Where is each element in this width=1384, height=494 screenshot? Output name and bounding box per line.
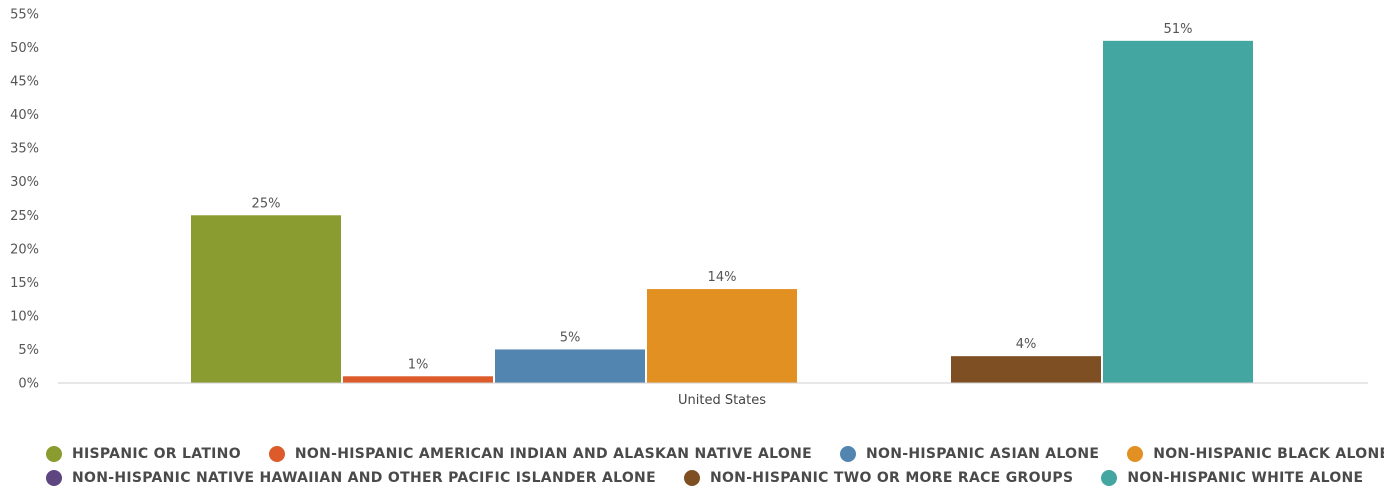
data-label: 1% [408, 357, 429, 372]
legend-item[interactable]: NON-HISPANIC WHITE ALONE [1101, 470, 1363, 486]
legend-item[interactable]: NON-HISPANIC NATIVE HAWAIIAN AND OTHER P… [46, 470, 656, 486]
legend-swatch [46, 470, 62, 486]
legend-item[interactable]: NON-HISPANIC AMERICAN INDIAN AND ALASKAN… [268, 446, 812, 462]
y-tick-label: 0% [18, 377, 39, 392]
legend-swatch [839, 446, 856, 462]
data-labels: 25% 1% 5% 14% 4% 51% [252, 22, 1193, 372]
data-label: 51% [1164, 22, 1193, 37]
bar[interactable] [191, 215, 341, 383]
legend-label: NON-HISPANIC NATIVE HAWAIIAN AND OTHER P… [72, 470, 656, 486]
bars [191, 40, 1253, 383]
y-tick-label: 15% [10, 276, 39, 291]
legend-item[interactable]: NON-HISPANIC ASIAN ALONE [839, 446, 1100, 462]
legend-label: NON-HISPANIC TWO OR MORE RACE GROUPS [709, 470, 1074, 486]
legend-swatch [46, 446, 62, 462]
y-tick-label: 45% [10, 75, 39, 90]
bar[interactable] [1103, 40, 1253, 383]
data-label: 25% [252, 196, 281, 211]
y-axis: 0% 5% 10% 15% 20% 25% 30% 35% 40% 45% 50% 55% [10, 8, 39, 392]
legend-label: NON-HISPANIC ASIAN ALONE [865, 446, 1100, 462]
legend-swatch [683, 470, 700, 486]
legend-row: NON-HISPANIC NATIVE HAWAIIAN AND OTHER P… [46, 470, 1376, 494]
x-category-label: United States [678, 393, 766, 408]
legend: HISPANIC OR LATINO NON-HISPANIC AMERICAN … [46, 446, 1384, 494]
y-tick-label: 20% [10, 242, 39, 257]
bar[interactable] [495, 349, 645, 383]
y-tick-label: 35% [10, 142, 39, 157]
bar[interactable] [343, 376, 493, 383]
y-tick-label: 30% [10, 175, 39, 190]
legend-item[interactable]: NON-HISPANIC TWO OR MORE RACE GROUPS [683, 470, 1074, 486]
y-tick-label: 40% [10, 108, 39, 123]
legend-swatch [1101, 470, 1118, 486]
data-label: 4% [1016, 337, 1037, 352]
y-tick-label: 55% [10, 8, 39, 23]
y-tick-label: 10% [10, 309, 39, 324]
legend-swatch [1127, 446, 1144, 462]
legend-row: HISPANIC OR LATINO NON-HISPANIC AMERICAN … [46, 446, 1384, 470]
legend-label: NON-HISPANIC AMERICAN INDIAN AND ALASKAN… [294, 446, 812, 462]
legend-item[interactable]: NON-HISPANIC BLACK ALONE [1127, 446, 1384, 462]
bar[interactable] [951, 356, 1101, 383]
y-tick-label: 25% [10, 209, 39, 224]
y-tick-label: 5% [18, 343, 39, 358]
y-tick-label: 50% [10, 41, 39, 56]
legend-label: NON-HISPANIC WHITE ALONE [1127, 470, 1364, 486]
bar[interactable] [647, 289, 797, 383]
legend-label: HISPANIC OR LATINO [72, 446, 241, 462]
bar-chart: 0% 5% 10% 15% 20% 25% 30% 35% 40% 45% 50% 55% 25% 1%… [10, 8, 1368, 408]
legend-item[interactable]: HISPANIC OR LATINO [46, 446, 241, 462]
data-label: 14% [708, 270, 737, 285]
data-label: 5% [560, 330, 581, 345]
legend-swatch [268, 446, 285, 462]
legend-label: NON-HISPANIC BLACK ALONE [1153, 446, 1384, 462]
